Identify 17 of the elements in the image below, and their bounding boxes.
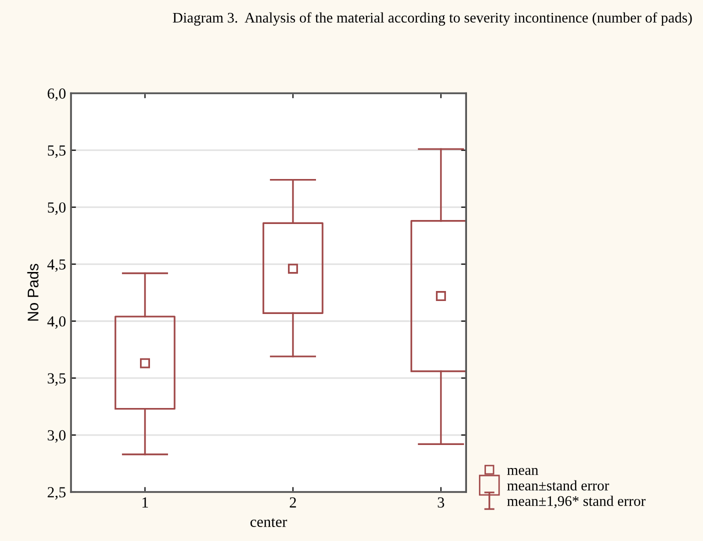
y-tick-label: 2,5 xyxy=(48,487,66,500)
chart-title: Diagram 3. Analysis of the material according to severity incontinence (number of pads) xyxy=(172,12,692,26)
y-tick-label: 3,5 xyxy=(48,373,66,386)
text: mean xyxy=(507,468,538,475)
x-tick-label: 1 xyxy=(142,497,148,508)
y-tick-label: 5,0 xyxy=(48,202,66,215)
y-tick-label: 5,5 xyxy=(48,146,66,158)
text: mean±1,96* stand error xyxy=(507,496,646,508)
y-tick-label: 3,0 xyxy=(48,430,66,443)
legend-label: mean±stand error xyxy=(507,480,610,490)
y-tick-label: 6,0 xyxy=(48,88,66,101)
x-tick-label: 2 xyxy=(290,497,296,508)
x-axis-title: center xyxy=(250,518,288,528)
y-axis-title: No Pads xyxy=(27,264,38,321)
y-tick-label: 4,0 xyxy=(47,316,66,329)
x-tick-label: 3 xyxy=(438,497,444,508)
y-tick-label: 4,5 xyxy=(47,259,66,272)
